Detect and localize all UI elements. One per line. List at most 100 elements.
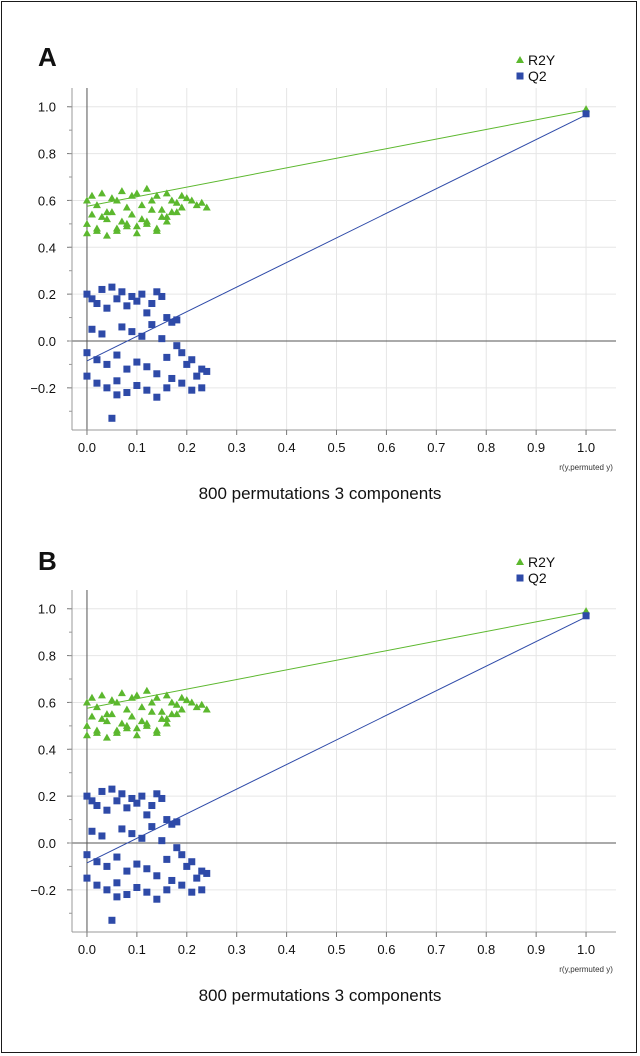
r2y-point bbox=[122, 222, 131, 230]
x-tick-label: 1.0 bbox=[577, 440, 595, 455]
q2-point bbox=[88, 797, 96, 805]
q2-point bbox=[113, 351, 121, 359]
q2-point bbox=[582, 612, 590, 620]
x-tick-label: 0.0 bbox=[78, 440, 96, 455]
q2-point bbox=[173, 316, 181, 324]
q2-point bbox=[188, 386, 196, 394]
q2-point bbox=[113, 377, 121, 385]
y-tick-label: 0.0 bbox=[38, 334, 56, 349]
q2-point bbox=[168, 374, 176, 382]
r2y-point bbox=[107, 696, 116, 704]
q2-point bbox=[203, 367, 211, 375]
r2y-point bbox=[142, 219, 151, 227]
q2-point bbox=[183, 862, 191, 870]
r2y-point bbox=[137, 215, 146, 223]
q2-point bbox=[123, 365, 131, 373]
r2y-point bbox=[102, 717, 111, 725]
r2y-point bbox=[117, 689, 126, 697]
q2-point bbox=[198, 365, 206, 373]
r2y-point bbox=[187, 196, 196, 204]
q2-point bbox=[163, 886, 171, 894]
q2-point bbox=[183, 360, 191, 368]
x-tick-label: 0.7 bbox=[427, 440, 445, 455]
r2y-point bbox=[132, 222, 141, 230]
q2-point bbox=[163, 314, 171, 322]
q2-point bbox=[148, 300, 156, 308]
q2-point bbox=[143, 811, 151, 819]
y-tick-label: 0.0 bbox=[38, 836, 56, 851]
r2y-point bbox=[137, 201, 146, 209]
x-tick-label: 0.2 bbox=[178, 440, 196, 455]
q2-point bbox=[173, 342, 181, 350]
r2y-point bbox=[107, 710, 116, 718]
r2y-point bbox=[172, 700, 181, 708]
r2y-point bbox=[152, 728, 161, 736]
legend-label: Q2 bbox=[528, 68, 547, 84]
q2-point bbox=[143, 386, 151, 394]
r2y-point bbox=[167, 710, 176, 718]
q2-point bbox=[83, 372, 91, 380]
q2-point bbox=[123, 867, 131, 875]
r2y-point bbox=[167, 196, 176, 204]
q2-point bbox=[123, 302, 131, 310]
regression-line-r2y bbox=[86, 109, 587, 207]
q2-point bbox=[198, 867, 206, 875]
q2-point bbox=[188, 888, 196, 896]
y-tick-label: 1.0 bbox=[38, 100, 56, 115]
r2y-point bbox=[127, 712, 136, 720]
q2-point bbox=[108, 414, 116, 422]
r2y-point bbox=[87, 191, 96, 199]
r2y-point bbox=[132, 691, 141, 699]
x-tick-label: 0.6 bbox=[377, 942, 395, 957]
r2y-point bbox=[172, 198, 181, 206]
q2-point bbox=[113, 893, 121, 901]
r2y-point bbox=[157, 714, 166, 722]
r2y-point bbox=[147, 196, 156, 204]
r2y-point bbox=[127, 210, 136, 218]
y-tick-label: 0.4 bbox=[38, 742, 56, 757]
r2y-point bbox=[182, 194, 191, 202]
x-tick-label: 0.1 bbox=[128, 440, 146, 455]
q2-point bbox=[103, 886, 111, 894]
r2y-point bbox=[87, 693, 96, 701]
r2y-point bbox=[162, 217, 171, 225]
q2-point bbox=[118, 323, 126, 331]
q2-point bbox=[133, 883, 141, 891]
q2-point bbox=[148, 823, 156, 831]
y-tick-label: −0.2 bbox=[30, 883, 56, 898]
y-tick-label: 1.0 bbox=[38, 602, 56, 617]
q2-point bbox=[93, 356, 101, 364]
legend-label: Q2 bbox=[528, 570, 547, 586]
q2-point bbox=[163, 816, 171, 824]
x-tick-label: 0.5 bbox=[327, 440, 345, 455]
q2-point bbox=[148, 802, 156, 810]
q2-point bbox=[168, 318, 176, 326]
x-tick-label: 0.4 bbox=[278, 440, 296, 455]
r2y-point bbox=[112, 726, 121, 734]
q2-point bbox=[188, 356, 196, 364]
q2-point bbox=[143, 309, 151, 317]
q2-point bbox=[83, 792, 91, 800]
regression-line-r2y bbox=[86, 611, 587, 709]
q2-point bbox=[158, 794, 166, 802]
x-tick-label: 0.3 bbox=[228, 440, 246, 455]
r2y-point bbox=[162, 691, 171, 699]
x-axis-label: r(y,permuted y) bbox=[559, 965, 613, 974]
y-tick-label: 0.4 bbox=[38, 240, 56, 255]
r2y-point bbox=[92, 703, 101, 711]
q2-point bbox=[83, 349, 91, 357]
q2-point bbox=[113, 853, 121, 861]
r2y-point bbox=[82, 698, 91, 706]
r2y-point bbox=[162, 719, 171, 727]
r2y-point bbox=[162, 189, 171, 197]
r2y-point bbox=[107, 194, 116, 202]
q2-point bbox=[98, 330, 106, 338]
q2-point bbox=[193, 372, 201, 380]
r2y-point bbox=[177, 203, 186, 211]
panel-letter: A bbox=[38, 42, 57, 72]
q2-point bbox=[153, 790, 161, 798]
r2y-point bbox=[187, 698, 196, 706]
r2y-point bbox=[197, 198, 206, 206]
r2y-point bbox=[82, 196, 91, 204]
q2-point bbox=[153, 393, 161, 401]
